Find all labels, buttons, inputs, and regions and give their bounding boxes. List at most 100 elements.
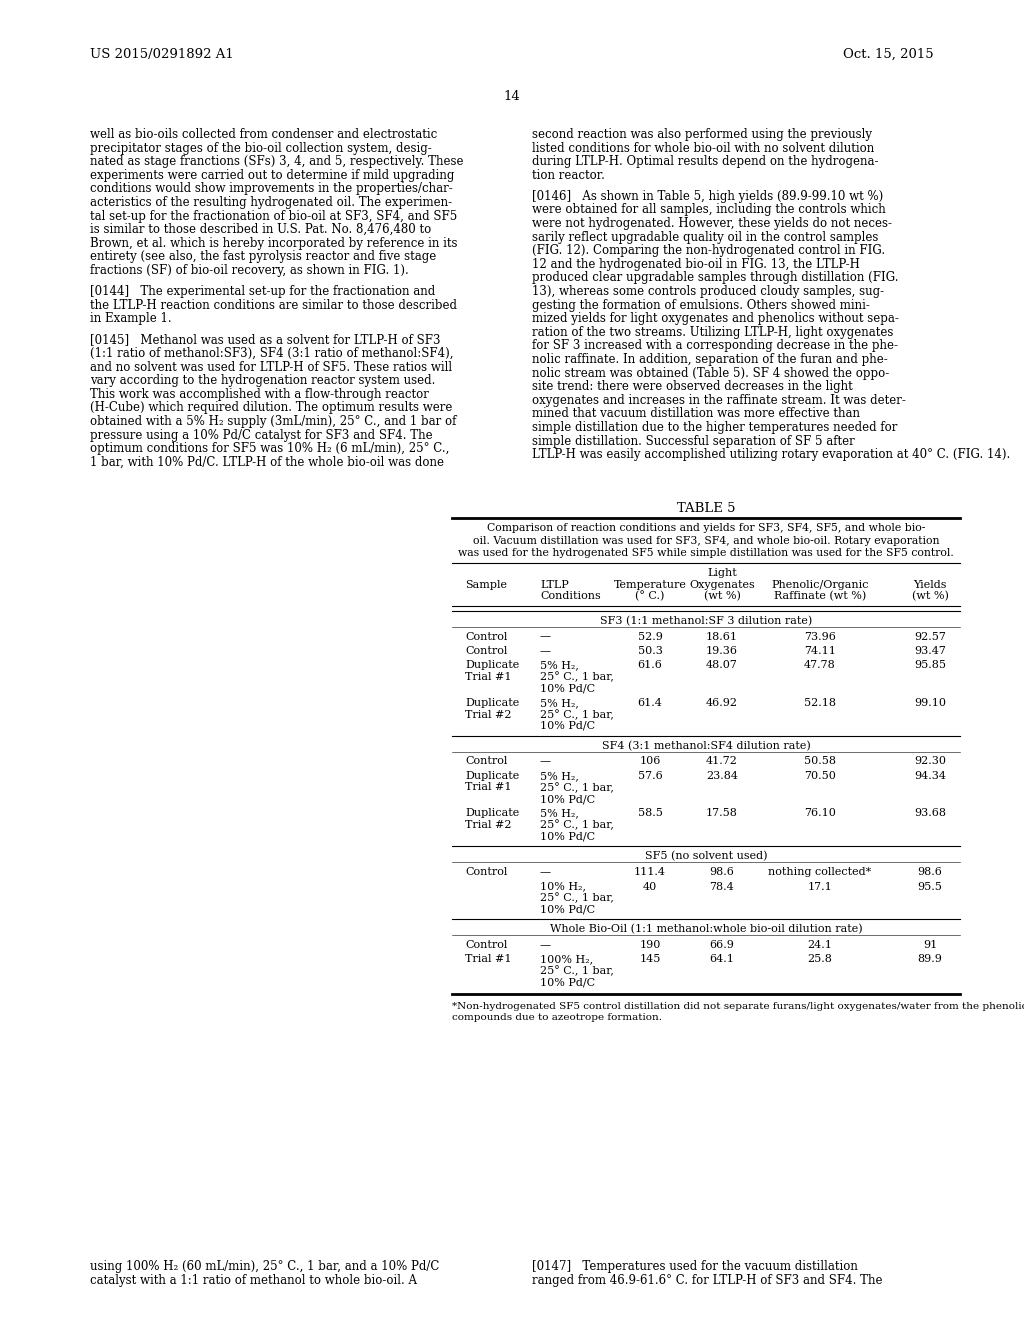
Text: 74.11: 74.11 — [804, 645, 836, 656]
Text: SF5 (no solvent used): SF5 (no solvent used) — [645, 851, 767, 862]
Text: (1:1 ratio of methanol:SF3), SF4 (3:1 ratio of methanol:SF4),: (1:1 ratio of methanol:SF3), SF4 (3:1 ra… — [90, 347, 454, 360]
Text: 93.68: 93.68 — [914, 808, 946, 818]
Text: 50.3: 50.3 — [638, 645, 663, 656]
Text: 25° C., 1 bar,: 25° C., 1 bar, — [540, 672, 613, 682]
Text: 10% Pd/C: 10% Pd/C — [540, 832, 595, 842]
Text: simple distillation due to the higher temperatures needed for: simple distillation due to the higher te… — [532, 421, 897, 434]
Text: Trial #1: Trial #1 — [465, 672, 512, 682]
Text: 46.92: 46.92 — [706, 698, 738, 708]
Text: 93.47: 93.47 — [914, 645, 946, 656]
Text: pressure using a 10% Pd/C catalyst for SF3 and SF4. The: pressure using a 10% Pd/C catalyst for S… — [90, 429, 432, 442]
Text: mined that vacuum distillation was more effective than: mined that vacuum distillation was more … — [532, 408, 860, 421]
Text: 70.50: 70.50 — [804, 771, 836, 781]
Text: 25° C., 1 bar,: 25° C., 1 bar, — [540, 710, 613, 721]
Text: 25.8: 25.8 — [808, 954, 833, 965]
Text: 12 and the hydrogenated bio-oil in FIG. 13, the LTLP-H: 12 and the hydrogenated bio-oil in FIG. … — [532, 257, 860, 271]
Text: Raffinate (wt %): Raffinate (wt %) — [774, 591, 866, 602]
Text: 5% H₂,: 5% H₂, — [540, 771, 579, 781]
Text: nated as stage franctions (SFs) 3, 4, and 5, respectively. These: nated as stage franctions (SFs) 3, 4, an… — [90, 156, 464, 168]
Text: Control: Control — [465, 631, 507, 642]
Text: tal set-up for the fractionation of bio-oil at SF3, SF4, and SF5: tal set-up for the fractionation of bio-… — [90, 210, 458, 223]
Text: 94.34: 94.34 — [914, 771, 946, 781]
Text: acteristics of the resulting hydrogenated oil. The experimen-: acteristics of the resulting hydrogenate… — [90, 195, 453, 209]
Text: 10% H₂,: 10% H₂, — [540, 882, 586, 891]
Text: for SF 3 increased with a corresponding decrease in the phe-: for SF 3 increased with a corresponding … — [532, 339, 898, 352]
Text: obtained with a 5% H₂ supply (3mL/min), 25° C., and 1 bar of: obtained with a 5% H₂ supply (3mL/min), … — [90, 414, 457, 428]
Text: 58.5: 58.5 — [638, 808, 663, 818]
Text: compounds due to azeotrope formation.: compounds due to azeotrope formation. — [452, 1014, 662, 1023]
Text: oxygenates and increases in the raffinate stream. It was deter-: oxygenates and increases in the raffinat… — [532, 393, 906, 407]
Text: 18.61: 18.61 — [706, 631, 738, 642]
Text: 64.1: 64.1 — [710, 954, 734, 965]
Text: —: — — [540, 756, 551, 767]
Text: *Non-hydrogenated SF5 control distillation did not separate furans/light oxygena: *Non-hydrogenated SF5 control distillati… — [452, 1002, 1024, 1011]
Text: conditions would show improvements in the properties/char-: conditions would show improvements in th… — [90, 182, 453, 195]
Text: nolic raffinate. In addition, separation of the furan and phe-: nolic raffinate. In addition, separation… — [532, 352, 888, 366]
Text: 73.96: 73.96 — [804, 631, 836, 642]
Text: 111.4: 111.4 — [634, 867, 666, 876]
Text: Light: Light — [708, 569, 737, 578]
Text: Temperature: Temperature — [613, 579, 686, 590]
Text: 10% Pd/C: 10% Pd/C — [540, 904, 595, 915]
Text: 41.72: 41.72 — [707, 756, 738, 767]
Text: 10% Pd/C: 10% Pd/C — [540, 721, 595, 731]
Text: 19.36: 19.36 — [706, 645, 738, 656]
Text: precipitator stages of the bio-oil collection system, desig-: precipitator stages of the bio-oil colle… — [90, 141, 432, 154]
Text: Control: Control — [465, 867, 507, 876]
Text: Oxygenates: Oxygenates — [689, 579, 755, 590]
Text: 95.5: 95.5 — [918, 882, 942, 891]
Text: 98.6: 98.6 — [710, 867, 734, 876]
Text: US 2015/0291892 A1: US 2015/0291892 A1 — [90, 48, 233, 61]
Text: Duplicate: Duplicate — [465, 771, 519, 781]
Text: 92.57: 92.57 — [914, 631, 946, 642]
Text: [0147]   Temperatures used for the vacuum distillation: [0147] Temperatures used for the vacuum … — [532, 1261, 858, 1272]
Text: Control: Control — [465, 756, 507, 767]
Text: Whole Bio-Oil (1:1 methanol:whole bio-oil dilution rate): Whole Bio-Oil (1:1 methanol:whole bio-oi… — [550, 924, 862, 935]
Text: Phenolic/Organic: Phenolic/Organic — [771, 579, 868, 590]
Text: This work was accomplished with a flow-through reactor: This work was accomplished with a flow-t… — [90, 388, 429, 401]
Text: 5% H₂,: 5% H₂, — [540, 660, 579, 671]
Text: LTLP: LTLP — [540, 579, 568, 590]
Text: 52.18: 52.18 — [804, 698, 836, 708]
Text: 48.07: 48.07 — [707, 660, 738, 671]
Text: well as bio-oils collected from condenser and electrostatic: well as bio-oils collected from condense… — [90, 128, 437, 141]
Text: vary according to the hydrogenation reactor system used.: vary according to the hydrogenation reac… — [90, 374, 435, 387]
Text: 190: 190 — [639, 940, 660, 950]
Text: 78.4: 78.4 — [710, 882, 734, 891]
Text: 95.85: 95.85 — [914, 660, 946, 671]
Text: 92.30: 92.30 — [914, 756, 946, 767]
Text: ration of the two streams. Utilizing LTLP-H, light oxygenates: ration of the two streams. Utilizing LTL… — [532, 326, 893, 339]
Text: 66.9: 66.9 — [710, 940, 734, 950]
Text: 17.58: 17.58 — [707, 808, 738, 818]
Text: in Example 1.: in Example 1. — [90, 313, 172, 325]
Text: LTLP-H was easily accomplished utilizing rotary evaporation at 40° C. (FIG. 14).: LTLP-H was easily accomplished utilizing… — [532, 449, 1011, 461]
Text: produced clear upgradable samples through distillation (FIG.: produced clear upgradable samples throug… — [532, 272, 898, 285]
Text: Sample: Sample — [465, 579, 507, 590]
Text: Trial #2: Trial #2 — [465, 820, 512, 830]
Text: 25° C., 1 bar,: 25° C., 1 bar, — [540, 783, 613, 793]
Text: mized yields for light oxygenates and phenolics without sepa-: mized yields for light oxygenates and ph… — [532, 313, 899, 325]
Text: and no solvent was used for LTLP-H of SF5. These ratios will: and no solvent was used for LTLP-H of SF… — [90, 360, 453, 374]
Text: Trial #1: Trial #1 — [465, 954, 512, 965]
Text: Conditions: Conditions — [540, 591, 601, 601]
Text: (° C.): (° C.) — [635, 591, 665, 602]
Text: entirety (see also, the fast pyrolysis reactor and five stage: entirety (see also, the fast pyrolysis r… — [90, 251, 436, 264]
Text: 10% Pd/C: 10% Pd/C — [540, 978, 595, 987]
Text: SF3 (1:1 methanol:SF 3 dilution rate): SF3 (1:1 methanol:SF 3 dilution rate) — [600, 615, 812, 626]
Text: 100% H₂,: 100% H₂, — [540, 954, 593, 965]
Text: (FIG. 12). Comparing the non-hydrogenated control in FIG.: (FIG. 12). Comparing the non-hydrogenate… — [532, 244, 885, 257]
Text: catalyst with a 1:1 ratio of methanol to whole bio-oil. A: catalyst with a 1:1 ratio of methanol to… — [90, 1274, 417, 1287]
Text: was used for the hydrogenated SF5 while simple distillation was used for the SF5: was used for the hydrogenated SF5 while … — [458, 548, 954, 558]
Text: 10% Pd/C: 10% Pd/C — [540, 684, 595, 693]
Text: ranged from 46.9-61.6° C. for LTLP-H of SF3 and SF4. The: ranged from 46.9-61.6° C. for LTLP-H of … — [532, 1274, 883, 1287]
Text: 5% H₂,: 5% H₂, — [540, 808, 579, 818]
Text: is similar to those described in U.S. Pat. No. 8,476,480 to: is similar to those described in U.S. Pa… — [90, 223, 431, 236]
Text: tion reactor.: tion reactor. — [532, 169, 605, 182]
Text: sarily reflect upgradable quality oil in the control samples: sarily reflect upgradable quality oil in… — [532, 231, 879, 244]
Text: Comparison of reaction conditions and yields for SF3, SF4, SF5, and whole bio-: Comparison of reaction conditions and yi… — [486, 523, 926, 533]
Text: [0145]   Methanol was used as a solvent for LTLP-H of SF3: [0145] Methanol was used as a solvent fo… — [90, 334, 440, 346]
Text: Duplicate: Duplicate — [465, 698, 519, 708]
Text: Duplicate: Duplicate — [465, 808, 519, 818]
Text: were obtained for all samples, including the controls which: were obtained for all samples, including… — [532, 203, 886, 216]
Text: Brown, et al. which is hereby incorporated by reference in its: Brown, et al. which is hereby incorporat… — [90, 236, 458, 249]
